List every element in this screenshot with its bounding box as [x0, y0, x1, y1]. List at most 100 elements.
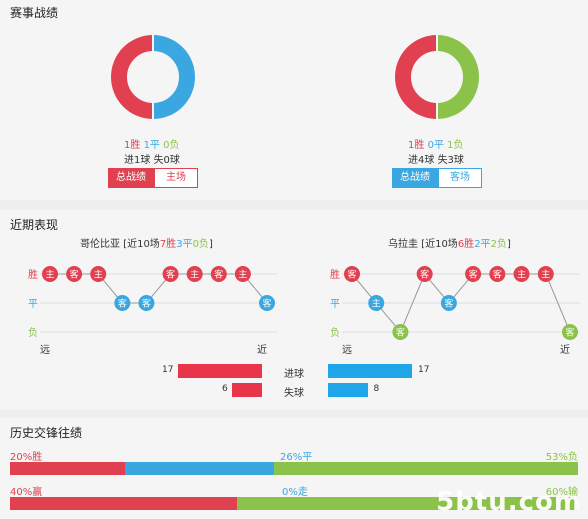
- left-losses: 0负: [163, 140, 180, 151]
- left-recent-w: 7胜: [159, 239, 177, 250]
- right-donut-chart: [395, 34, 479, 120]
- right-form-dot: [368, 295, 385, 311]
- right-wins: 1胜: [408, 140, 425, 151]
- hist1-win-label: 20%胜: [10, 452, 43, 463]
- left-form-line: [50, 273, 268, 304]
- left-form-dot-label: 主: [94, 269, 103, 281]
- left-tab-home[interactable]: 主场: [154, 168, 198, 188]
- history-section: 历史交锋往绩 20%胜 26%平 53%负 40%赢 0%走 60%输 5btu…: [0, 418, 588, 519]
- right-record-legend: 1胜 0平 1负: [408, 136, 464, 151]
- recent-title: 近期表现: [10, 218, 59, 232]
- left-recent-header: 哥伦比亚 [近10场7胜3平0负]: [80, 235, 213, 250]
- left-recent-name: 哥伦比亚 [近10场: [80, 239, 160, 250]
- left-goals-for-num: 17: [162, 365, 174, 375]
- right-form-dot: [416, 266, 433, 282]
- right-form-line: [351, 273, 571, 333]
- right-goals-for-num: 17: [418, 365, 430, 375]
- right-row-label-W: 胜: [330, 269, 340, 281]
- right-tab-total[interactable]: 总战绩: [392, 168, 438, 188]
- hist1-bar: [10, 462, 578, 475]
- right-form-dot-label: 主: [372, 298, 381, 310]
- goals-for-label: 进球: [284, 369, 304, 380]
- right-form-dot-label: 客: [444, 298, 453, 310]
- left-form-dot-label: 客: [142, 298, 151, 310]
- right-goals: 进4球 失3球: [408, 151, 464, 166]
- left-form-dot-label: 客: [70, 269, 79, 281]
- goals-against-label: 失球: [284, 388, 304, 399]
- recent-form-chart: 胜平负主客主客 客客主客主客远 近胜平负客主客客客客客主主客远近: [28, 266, 580, 356]
- hist1-draw-label: 26%平: [280, 452, 313, 463]
- right-recent-l: 2负: [490, 239, 507, 250]
- right-draws: 0平: [427, 140, 444, 151]
- left-draws: 1平: [143, 140, 160, 151]
- left-goals-against-bar: [232, 383, 262, 397]
- left-form-dot-label: 主: [190, 269, 199, 281]
- right-form-dot: [537, 266, 554, 282]
- left-goals-for: 进1球: [124, 155, 151, 166]
- record-section: 赛事战绩 1胜 1平 0负 进1球 失0球 总战绩 主场 1胜 0平 1负 进4…: [0, 0, 588, 200]
- left-form-dot-label: 客: [262, 298, 271, 310]
- right-form-dot-label: 客: [396, 327, 405, 339]
- history-title: 历史交锋往绩: [10, 426, 83, 440]
- left-goals: 进1球 失0球: [124, 151, 180, 166]
- right-recent-d: 2平: [474, 239, 491, 250]
- left-form-dot: [66, 266, 83, 282]
- left-row-label-D: 平: [28, 299, 38, 310]
- hist1-loss-seg: [273, 462, 578, 475]
- left-recent-suffix: ]: [208, 239, 213, 250]
- right-form-dot: [440, 295, 457, 311]
- left-form-dot: [114, 295, 131, 311]
- hist2-win-label: 40%赢: [10, 487, 43, 498]
- left-form-dot: [90, 266, 107, 282]
- right-goals-against: 失3球: [437, 155, 464, 166]
- right-recent-w: 6胜: [457, 239, 475, 250]
- right-form-dot-label: 客: [420, 269, 429, 281]
- right-form-dot-label: 主: [517, 269, 526, 281]
- right-far-label: 远: [342, 344, 352, 356]
- left-recent-d: 3平: [176, 239, 193, 250]
- record-title: 赛事战绩: [10, 6, 59, 20]
- left-recent-l: 0负: [192, 239, 209, 250]
- right-form-dot: [513, 266, 530, 282]
- right-form-dot-label: 客: [347, 269, 356, 281]
- left-tab-total[interactable]: 总战绩: [108, 168, 154, 188]
- right-losses: 1负: [447, 140, 464, 151]
- hist2-bar: [10, 497, 578, 510]
- right-form-dot-label: 客: [493, 269, 502, 281]
- watermark-logo: 5btu.com: [436, 487, 582, 517]
- hist1-win-seg: [10, 462, 125, 475]
- hist2-win-seg: [10, 497, 238, 510]
- right-form-dot-label: 客: [469, 269, 478, 281]
- left-form-dot: [210, 266, 227, 282]
- left-form-dot-label: 客: [118, 298, 127, 310]
- right-form-dot: [392, 324, 409, 340]
- left-goals-against-num: 6: [222, 384, 228, 394]
- right-tab-away[interactable]: 客场: [438, 168, 482, 188]
- right-recent-suffix: ]: [506, 239, 511, 250]
- left-form-dot: [186, 266, 203, 282]
- hist2-draw-label: 0%走: [282, 487, 308, 498]
- right-goals-for: 进4球: [408, 155, 435, 166]
- left-form-dot-label: 客: [214, 269, 223, 281]
- right-form-dot: [489, 266, 506, 282]
- right-goals-against-bar: [328, 383, 368, 397]
- left-form-dot: [162, 266, 179, 282]
- right-near-label: 近: [560, 343, 570, 356]
- left-form-dot-label: 客: [166, 269, 175, 281]
- left-row-label-L: 负: [28, 326, 38, 339]
- right-recent-name: 乌拉圭 [近10场: [388, 239, 458, 250]
- left-form-dot: [138, 295, 155, 311]
- left-form-dot: [234, 266, 251, 282]
- right-recent-header: 乌拉圭 [近10场6胜2平2负]: [388, 235, 511, 250]
- recent-section: 近期表现 哥伦比亚 [近10场7胜3平0负] 乌拉圭 [近10场6胜2平2负] …: [0, 210, 588, 410]
- left-far-label: 远: [40, 344, 50, 356]
- left-form-dot: [42, 266, 58, 282]
- right-form-dot: [562, 324, 578, 340]
- left-record-legend: 1胜 1平 0负: [124, 136, 180, 151]
- left-form-dot-label: 主: [238, 269, 247, 281]
- hist2-loss-seg: [237, 497, 578, 510]
- right-form-dot-label: 客: [565, 327, 574, 339]
- right-form-dot: [344, 266, 360, 282]
- left-goals-against: 失0球: [153, 155, 180, 166]
- right-goals-against-num: 8: [373, 384, 380, 394]
